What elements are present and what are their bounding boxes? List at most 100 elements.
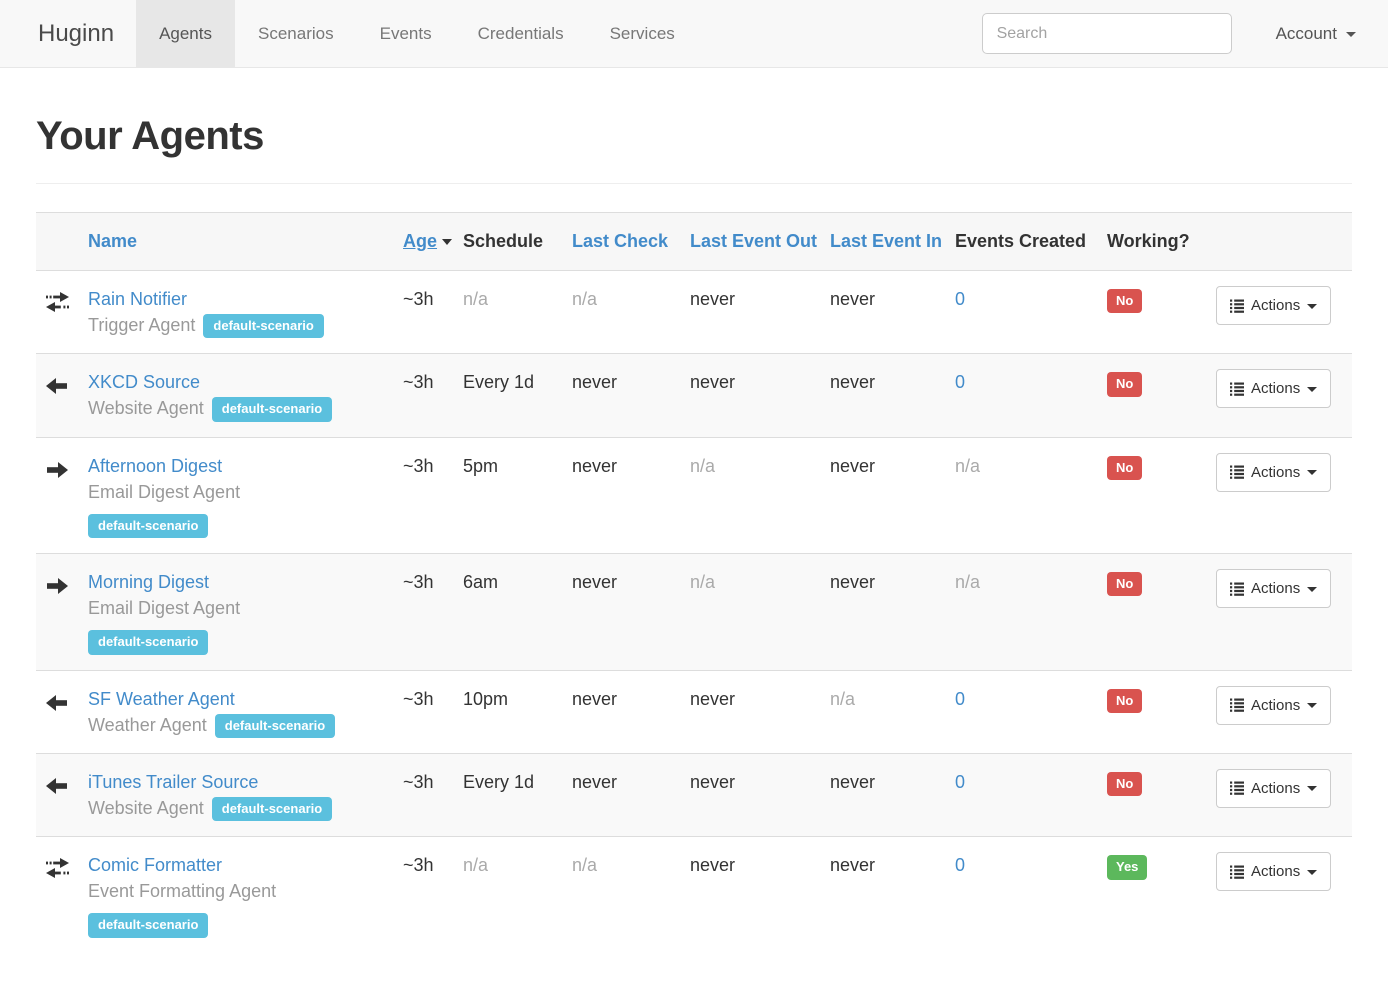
last-event-in-cell: never: [830, 572, 876, 593]
age-cell: ~3h: [403, 688, 434, 709]
nav-item-scenarios[interactable]: Scenarios: [258, 23, 334, 43]
table-row: XKCD Source Website Agent default-scenar…: [36, 353, 1352, 438]
scenario-badge[interactable]: default-scenario: [88, 630, 209, 655]
agent-name-link[interactable]: XKCD Source: [88, 372, 201, 393]
events-created-cell: n/a: [955, 572, 981, 593]
agent-type-label: Email Digest Agent: [88, 481, 241, 502]
nav-item-agents[interactable]: Agents: [136, 0, 235, 67]
arrow-left-icon: [46, 777, 68, 794]
scenario-badge[interactable]: default-scenario: [88, 913, 209, 938]
list-icon: [1230, 865, 1244, 879]
agent-type-label: Trigger Agent: [88, 315, 196, 335]
account-menu[interactable]: Account: [1276, 24, 1356, 44]
schedule-cell: n/a: [463, 855, 489, 876]
scenario-badge[interactable]: default-scenario: [88, 513, 209, 539]
actions-button-label: Actions: [1251, 580, 1301, 598]
events-created-link[interactable]: 0: [955, 372, 966, 393]
last-check-cell: never: [572, 372, 618, 393]
chevron-down-icon: [1307, 470, 1318, 476]
actions-button-label: Actions: [1251, 779, 1301, 797]
actions-button[interactable]: Actions: [1216, 768, 1332, 808]
scenario-badge[interactable]: default-scenario: [211, 397, 333, 422]
search-input[interactable]: [981, 13, 1232, 54]
arrow-left-icon: [46, 378, 68, 395]
last-check-cell: never: [572, 771, 618, 792]
sort-desc-icon: [442, 239, 453, 246]
nav-item-services[interactable]: Services: [609, 23, 675, 43]
list-icon: [1230, 299, 1244, 313]
agent-name-link[interactable]: Afternoon Digest: [88, 455, 223, 476]
last-check-cell: never: [572, 455, 618, 476]
column-header-last-event-in[interactable]: Last Event In: [830, 231, 943, 251]
arrow-right-icon: [46, 578, 68, 595]
table-row: SF Weather Agent Weather Agent default-s…: [36, 670, 1352, 753]
agent-name-link[interactable]: SF Weather Agent: [88, 688, 235, 709]
actions-button[interactable]: Actions: [1216, 369, 1332, 409]
working-status-badge: No: [1107, 771, 1143, 797]
agent-name-link[interactable]: Rain Notifier: [88, 289, 188, 309]
list-icon: [1230, 781, 1244, 796]
actions-button[interactable]: Actions: [1216, 852, 1332, 892]
page-title: Your Agents: [36, 114, 264, 158]
last-check-cell: n/a: [572, 855, 598, 876]
column-header-name[interactable]: Name: [88, 231, 138, 251]
chevron-down-icon: [1307, 703, 1318, 709]
column-header-working: Working?: [1107, 231, 1190, 251]
last-event-out-cell: never: [690, 289, 736, 309]
column-header-schedule: Schedule: [463, 231, 544, 251]
events-created-link[interactable]: 0: [955, 289, 966, 309]
age-cell: ~3h: [403, 455, 434, 476]
events-created-link[interactable]: 0: [955, 855, 966, 876]
arrow-right-icon: [46, 461, 68, 478]
events-created-link[interactable]: 0: [955, 771, 966, 792]
chevron-down-icon: [1307, 869, 1318, 875]
navbar-right: Account: [981, 0, 1388, 67]
age-cell: ~3h: [403, 771, 434, 792]
actions-button-label: Actions: [1251, 463, 1301, 481]
column-header-last-check[interactable]: Last Check: [572, 231, 669, 251]
table-row: iTunes Trailer Source Website Agent defa…: [36, 753, 1352, 837]
actions-button[interactable]: Actions: [1216, 452, 1332, 492]
age-cell: ~3h: [403, 572, 434, 593]
scenario-badge[interactable]: default-scenario: [203, 314, 324, 339]
list-icon: [1230, 698, 1244, 712]
list-icon: [1230, 465, 1244, 480]
agent-type-label: Website Agent: [88, 797, 204, 818]
age-cell: ~3h: [403, 372, 434, 393]
brand-logo[interactable]: Huginn: [38, 19, 115, 47]
page-header: Your Agents: [36, 114, 1352, 184]
actions-button[interactable]: Actions: [1216, 685, 1332, 725]
list-icon: [1230, 382, 1244, 396]
column-header-age[interactable]: Age: [403, 213, 463, 271]
events-created-cell: n/a: [955, 455, 981, 476]
nav-item-events[interactable]: Events: [379, 23, 432, 43]
last-event-in-cell: n/a: [830, 688, 856, 709]
agent-name-link[interactable]: iTunes Trailer Source: [88, 771, 259, 792]
actions-button[interactable]: Actions: [1216, 286, 1332, 325]
last-event-in-cell: never: [830, 771, 876, 792]
agent-name-link[interactable]: Comic Formatter: [88, 855, 223, 876]
agent-type-label: Website Agent: [88, 398, 204, 419]
working-status-badge: Yes: [1107, 855, 1148, 880]
column-header-last-event-out[interactable]: Last Event Out: [690, 231, 818, 251]
agent-name-link[interactable]: Morning Digest: [88, 572, 210, 593]
column-header-actions: [1216, 213, 1352, 271]
list-icon: [1230, 582, 1244, 596]
actions-button[interactable]: Actions: [1216, 569, 1332, 609]
last-event-out-cell: n/a: [690, 572, 716, 593]
chevron-down-icon: [1346, 32, 1356, 37]
table-header-row: Name Age Schedule Last Check Last Event …: [36, 212, 1352, 271]
last-check-cell: n/a: [572, 289, 598, 309]
working-status-badge: No: [1107, 372, 1143, 397]
schedule-cell: 10pm: [463, 688, 509, 709]
working-status-badge: No: [1107, 289, 1143, 314]
events-created-link[interactable]: 0: [955, 688, 966, 709]
actions-button-label: Actions: [1251, 696, 1301, 714]
actions-button-label: Actions: [1251, 297, 1301, 314]
last-event-in-cell: never: [830, 455, 876, 476]
working-status-badge: No: [1107, 455, 1143, 481]
nav-item-credentials[interactable]: Credentials: [477, 23, 564, 43]
scenario-badge[interactable]: default-scenario: [211, 797, 333, 822]
scenario-badge[interactable]: default-scenario: [214, 713, 336, 738]
working-status-badge: No: [1107, 572, 1143, 597]
